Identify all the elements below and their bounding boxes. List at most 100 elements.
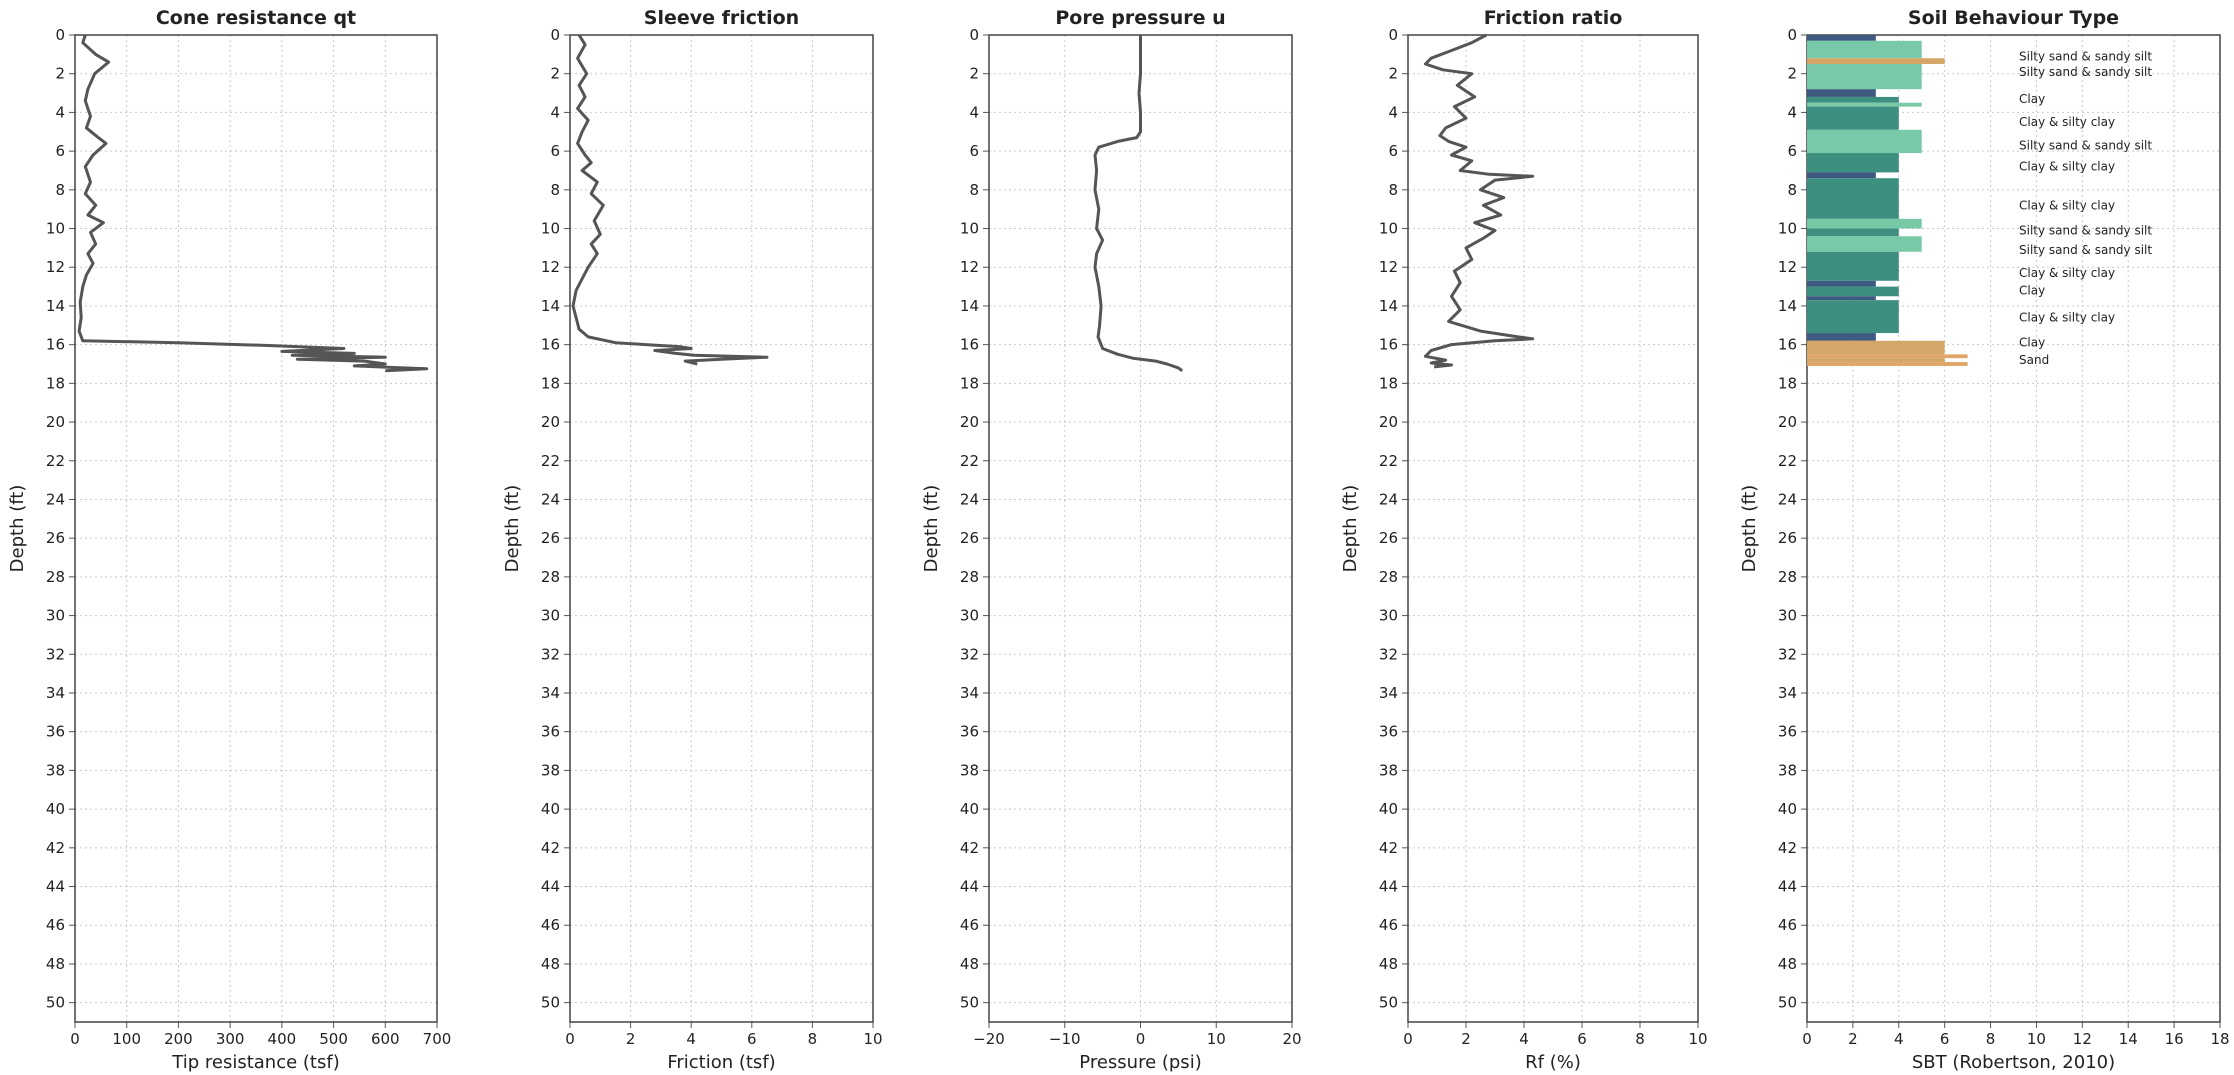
chart-panel-5: 0 2 4 6 8 10 12 14 16 180246810121416182022242628… — [1739, 7, 2230, 1073]
series-line — [1093, 35, 1184, 372]
y-tick-label: 34 — [1379, 684, 1398, 702]
sbt-layer-bar — [1807, 102, 1922, 107]
y-tick-label: 36 — [960, 723, 979, 741]
y-tick-label: 48 — [1778, 955, 1797, 973]
sbt-layer-bar — [1807, 89, 1876, 97]
y-tick-label: 34 — [541, 684, 560, 702]
sbt-layer-bar — [1807, 228, 1899, 237]
y-tick-label: 16 — [1379, 336, 1398, 354]
y-tick-label: 26 — [1778, 529, 1797, 547]
y-tick-label: 30 — [1379, 607, 1398, 625]
sbt-annotation: Clay & silty clay — [2019, 198, 2115, 212]
y-tick-label: 34 — [46, 684, 65, 702]
x-tick-label: 8 — [1986, 1030, 1996, 1048]
x-tick-label: 200 — [164, 1030, 193, 1048]
x-tick-label: 0 — [565, 1030, 575, 1048]
y-tick-label: 42 — [46, 839, 65, 857]
y-tick-label: 36 — [1778, 723, 1797, 741]
y-tick-label: 16 — [46, 336, 65, 354]
y-tick-label: 30 — [46, 607, 65, 625]
y-tick-label: 34 — [960, 684, 979, 702]
y-tick-label: 36 — [541, 723, 560, 741]
y-tick-label: 42 — [1379, 839, 1398, 857]
y-tick-label: 0 — [969, 26, 979, 44]
y-tick-label: 4 — [1388, 103, 1398, 121]
y-tick-label: 48 — [960, 955, 979, 973]
y-tick-label: 22 — [46, 452, 65, 470]
x-axis-label: Friction (tsf) — [667, 1052, 775, 1073]
y-tick-label: 2 — [1388, 65, 1398, 83]
y-tick-label: 38 — [541, 761, 560, 779]
y-tick-label: 50 — [541, 994, 560, 1012]
x-tick-label: 4 — [686, 1030, 696, 1048]
y-axis-label: Depth (ft) — [921, 485, 942, 573]
y-tick-label: 40 — [541, 800, 560, 818]
y-tick-label: 40 — [960, 800, 979, 818]
y-tick-label: 44 — [541, 878, 560, 896]
y-tick-label: 14 — [1778, 297, 1797, 315]
sbt-layer-bar — [1807, 358, 1945, 363]
y-tick-label: 20 — [541, 413, 560, 431]
y-tick-label: 26 — [960, 529, 979, 547]
sbt-layer-bar — [1807, 236, 1922, 252]
sbt-layer-bar — [1807, 40, 1922, 59]
x-tick-label: 6 — [1577, 1030, 1587, 1048]
sbt-annotation: Silty sand & sandy silt — [2019, 138, 2152, 152]
y-tick-label: 48 — [1379, 955, 1398, 973]
y-tick-label: 2 — [969, 65, 979, 83]
y-tick-label: 8 — [1388, 181, 1398, 199]
x-tick-label: −10 — [1049, 1030, 1081, 1048]
y-tick-label: 50 — [46, 994, 65, 1012]
chart-title: Cone resistance qt — [156, 7, 356, 29]
chart-title: Friction ratio — [1484, 7, 1623, 29]
y-tick-label: 12 — [46, 258, 65, 276]
x-tick-label: 100 — [112, 1030, 141, 1048]
x-tick-label: 4 — [1519, 1030, 1529, 1048]
y-tick-label: 6 — [1787, 142, 1797, 160]
y-tick-label: 32 — [1379, 645, 1398, 663]
y-tick-label: 44 — [1379, 878, 1398, 896]
y-tick-label: 46 — [46, 916, 65, 934]
y-tick-label: 30 — [541, 607, 560, 625]
x-tick-label: 8 — [808, 1030, 818, 1048]
sbt-layer-bar — [1807, 218, 1922, 229]
y-tick-label: 38 — [46, 761, 65, 779]
x-tick-label: 14 — [2119, 1030, 2138, 1048]
y-tick-label: 10 — [1778, 220, 1797, 238]
chart-title: Pore pressure u — [1055, 7, 1225, 29]
y-tick-label: 22 — [1778, 452, 1797, 470]
sbt-layer-bar — [1807, 333, 1876, 341]
sbt-annotation: Silty sand & sandy silt — [2019, 65, 2152, 79]
y-tick-label: 44 — [1778, 878, 1797, 896]
plot-frame — [988, 34, 1293, 1023]
y-tick-label: 8 — [55, 181, 65, 199]
y-tick-label: 0 — [550, 26, 560, 44]
x-tick-label: 10 — [2027, 1030, 2046, 1048]
y-tick-label: 50 — [1778, 994, 1797, 1012]
chart-panel-1: 0 100 200 300 400 500 600 700024681012141618202… — [7, 7, 451, 1073]
y-tick-label: 16 — [541, 336, 560, 354]
sbt-layer-bar — [1807, 64, 1922, 90]
y-tick-label: 32 — [960, 645, 979, 663]
x-tick-label: 10 — [1688, 1030, 1707, 1048]
y-tick-label: 4 — [1787, 103, 1797, 121]
y-tick-label: 46 — [1379, 916, 1398, 934]
x-tick-label: 600 — [371, 1030, 400, 1048]
y-tick-label: 0 — [1787, 26, 1797, 44]
y-tick-label: 6 — [55, 142, 65, 160]
x-tick-label: 700 — [423, 1030, 452, 1048]
y-tick-label: 14 — [1379, 297, 1398, 315]
y-axis-label: Depth (ft) — [7, 485, 28, 573]
plot-frame — [74, 34, 438, 1023]
sbt-layer-bar — [1807, 106, 1899, 130]
x-tick-label: 2 — [1461, 1030, 1471, 1048]
y-tick-label: 20 — [46, 413, 65, 431]
x-tick-label: 400 — [268, 1030, 297, 1048]
y-tick-label: 50 — [960, 994, 979, 1012]
sbt-layer-bar — [1807, 251, 1899, 281]
sbt-annotation: Clay & silty clay — [2019, 160, 2115, 174]
y-tick-label: 44 — [46, 878, 65, 896]
y-tick-label: 30 — [960, 607, 979, 625]
series-line — [571, 34, 769, 366]
chart-panel-3: −20 −10 0 10 2002468101214161820222426283032… — [921, 7, 1302, 1073]
